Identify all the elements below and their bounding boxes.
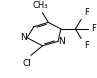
Text: CH₃: CH₃ [33, 1, 48, 10]
Text: N: N [58, 37, 65, 46]
Text: Cl: Cl [23, 59, 32, 68]
Text: F: F [91, 24, 96, 33]
Text: N: N [20, 33, 27, 42]
Text: F: F [84, 7, 89, 17]
Text: F: F [84, 41, 89, 50]
